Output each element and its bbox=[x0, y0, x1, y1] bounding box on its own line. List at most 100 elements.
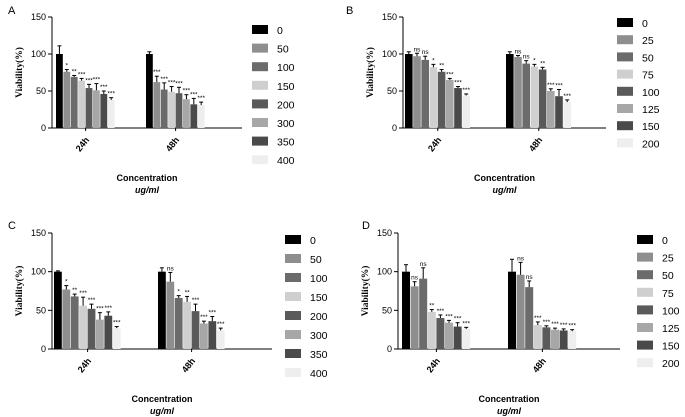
bar bbox=[200, 323, 208, 349]
bar bbox=[559, 330, 568, 349]
bar bbox=[96, 319, 104, 349]
legend-label: 0 bbox=[642, 18, 648, 30]
significance-label: * bbox=[177, 289, 180, 296]
legend: 0 25 50 75 100 125 150 200 bbox=[617, 18, 660, 150]
significance-label: *** bbox=[107, 91, 115, 98]
bar bbox=[551, 329, 559, 349]
significance-label: *** bbox=[153, 69, 161, 76]
significance-label: *** bbox=[100, 84, 108, 91]
legend-label: 0 bbox=[310, 235, 316, 247]
legend-label: 50 bbox=[662, 270, 674, 282]
y-axis-title: Viability(%) bbox=[14, 266, 25, 317]
bar bbox=[410, 286, 419, 349]
significance-label: ns bbox=[523, 54, 531, 61]
y-tick-label: 0 bbox=[392, 123, 397, 133]
legend-swatch bbox=[285, 368, 301, 377]
significance-label: *** bbox=[168, 80, 176, 87]
legend-swatch bbox=[285, 292, 301, 301]
legend-swatch bbox=[637, 235, 653, 244]
significance-label: *** bbox=[555, 83, 563, 90]
x-category-label: 24h bbox=[74, 135, 91, 153]
significance-label: * bbox=[533, 57, 536, 64]
y-tick-label: 150 bbox=[31, 228, 46, 238]
bar bbox=[175, 93, 183, 128]
legend-label: 50 bbox=[310, 254, 322, 266]
significance-label: *** bbox=[200, 314, 208, 321]
x-category-label: 24h bbox=[76, 356, 93, 374]
significance-label: *** bbox=[190, 91, 198, 98]
x-category-label: 48h bbox=[527, 135, 544, 153]
significance-label: *** bbox=[85, 77, 93, 84]
bar bbox=[413, 56, 421, 128]
legend-label: 50 bbox=[642, 52, 654, 64]
bar bbox=[168, 91, 175, 128]
significance-label: * bbox=[66, 63, 69, 70]
y-tick-label: 50 bbox=[36, 86, 46, 96]
legend-swatch bbox=[637, 287, 653, 297]
panel-letter: C bbox=[8, 220, 16, 232]
legend-label: 150 bbox=[642, 121, 660, 133]
legend-swatch bbox=[617, 18, 633, 27]
significance-label: *** bbox=[560, 322, 568, 329]
bar bbox=[508, 271, 516, 349]
x-axis-unit: ug/ml bbox=[493, 185, 517, 195]
significance-label: ns bbox=[517, 255, 525, 262]
y-tick-label: 50 bbox=[36, 305, 46, 315]
significance-label: *** bbox=[454, 80, 462, 87]
bar bbox=[56, 54, 63, 128]
y-tick-label: 50 bbox=[382, 305, 392, 315]
bar bbox=[158, 271, 166, 349]
legend-swatch bbox=[252, 136, 268, 146]
legend-swatch bbox=[252, 43, 268, 53]
bar bbox=[405, 54, 413, 128]
legend-swatch bbox=[617, 69, 633, 79]
panel-letter: D bbox=[362, 220, 370, 232]
significance-label: *** bbox=[209, 310, 217, 317]
legend-label: 75 bbox=[662, 288, 674, 300]
x-axis-unit: ug/ml bbox=[135, 185, 159, 195]
legend-swatch bbox=[637, 252, 653, 262]
bar bbox=[462, 95, 470, 128]
legend-swatch bbox=[285, 330, 301, 339]
legend-label: 150 bbox=[310, 292, 328, 304]
bar bbox=[70, 76, 78, 128]
bar bbox=[190, 104, 198, 128]
bar bbox=[446, 79, 454, 128]
significance-label: ns bbox=[414, 46, 422, 53]
significance-label: ** bbox=[185, 289, 191, 296]
bar bbox=[462, 328, 471, 349]
legend-swatch bbox=[285, 235, 301, 244]
y-tick-label: 100 bbox=[377, 267, 392, 277]
bar bbox=[542, 327, 551, 349]
legend-label: 150 bbox=[662, 341, 680, 353]
bar bbox=[547, 91, 555, 128]
legend-label: 100 bbox=[662, 305, 680, 317]
legend-swatch bbox=[252, 99, 268, 109]
y-tick-label: 100 bbox=[382, 49, 397, 59]
bar bbox=[216, 330, 225, 349]
bar bbox=[107, 99, 115, 128]
y-tick-label: 50 bbox=[387, 86, 397, 96]
legend-label: 125 bbox=[662, 323, 680, 335]
legend-label: 25 bbox=[662, 253, 674, 265]
panel-letter: A bbox=[8, 5, 16, 17]
legend-label: 25 bbox=[642, 35, 654, 47]
x-category-label: 24h bbox=[425, 356, 442, 374]
legend-swatch bbox=[617, 121, 633, 131]
bar bbox=[533, 325, 542, 349]
legend-label: 200 bbox=[642, 138, 660, 150]
bar bbox=[427, 311, 436, 349]
bar bbox=[70, 296, 79, 349]
bar bbox=[453, 326, 462, 349]
bar bbox=[563, 102, 571, 128]
legend-swatch bbox=[617, 35, 633, 45]
x-axis-title: Concentration bbox=[474, 173, 535, 183]
significance-label: ** bbox=[429, 303, 435, 310]
y-tick-label: 150 bbox=[377, 228, 392, 238]
significance-label: * bbox=[65, 279, 68, 286]
legend-label: 200 bbox=[662, 358, 680, 370]
bar bbox=[436, 318, 445, 349]
bar bbox=[522, 63, 530, 129]
bar bbox=[174, 297, 183, 349]
